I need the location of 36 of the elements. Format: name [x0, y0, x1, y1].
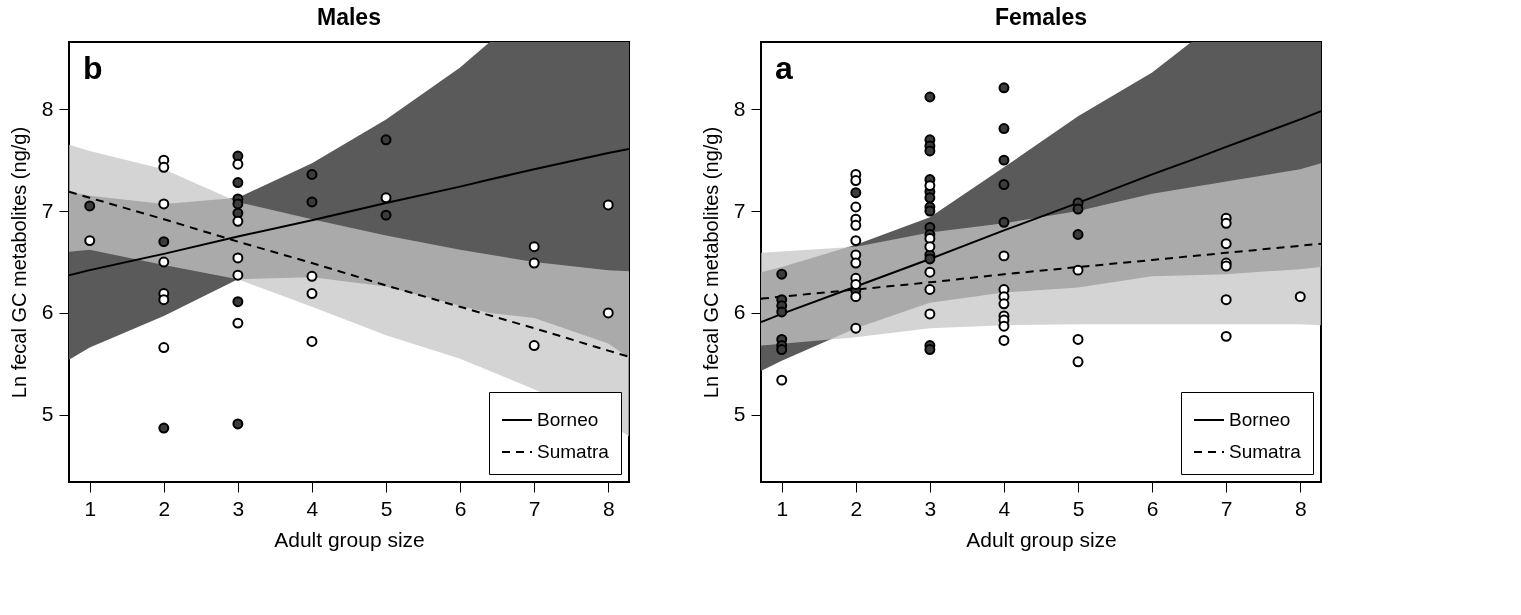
- y-tick-label: 5: [41, 402, 54, 426]
- legend-label: Sumatra: [1229, 441, 1302, 462]
- x-tick-label: 4: [306, 496, 319, 520]
- y-tick-label: 6: [41, 300, 54, 324]
- y-tick-label: 8: [41, 96, 54, 120]
- y-tick-label: 6: [733, 300, 746, 324]
- x-tick-label: 1: [84, 496, 97, 520]
- y-tick-label: 8: [733, 96, 746, 120]
- x-tick-label: 5: [1072, 496, 1085, 520]
- x-axis-title: Adult group size: [274, 527, 425, 551]
- y-tick-label: 7: [733, 198, 746, 222]
- x-tick-label: 1: [776, 496, 789, 520]
- annotation: a: [775, 50, 793, 86]
- annotation: b: [83, 50, 103, 86]
- y-tick-label: 7: [41, 198, 54, 222]
- x-axis-title: Adult group size: [966, 527, 1117, 551]
- x-tick-label: 3: [232, 496, 245, 520]
- x-tick-label: 3: [924, 496, 937, 520]
- x-tick-label: 2: [158, 496, 171, 520]
- y-axis-title: Ln fecal GC metabolites (ng/g): [699, 126, 722, 399]
- legend-label: Borneo: [537, 409, 599, 430]
- x-tick-label: 2: [850, 496, 863, 520]
- x-tick-label: 6: [1146, 496, 1159, 520]
- legend-label: Sumatra: [537, 441, 610, 462]
- chart-title: Males: [317, 4, 381, 30]
- x-tick-label: 8: [1294, 496, 1307, 520]
- x-tick-label: 6: [454, 496, 467, 520]
- x-tick-label: 5: [380, 496, 393, 520]
- x-tick-label: 7: [1220, 496, 1233, 520]
- y-axis-title: Ln fecal GC metabolites (ng/g): [7, 126, 30, 399]
- x-tick-label: 4: [998, 496, 1011, 520]
- x-tick-label: 8: [602, 496, 615, 520]
- legend-label: Borneo: [1229, 409, 1291, 430]
- y-tick-label: 5: [733, 402, 746, 426]
- x-tick-label: 7: [528, 496, 541, 520]
- chart-title: Females: [994, 4, 1088, 30]
